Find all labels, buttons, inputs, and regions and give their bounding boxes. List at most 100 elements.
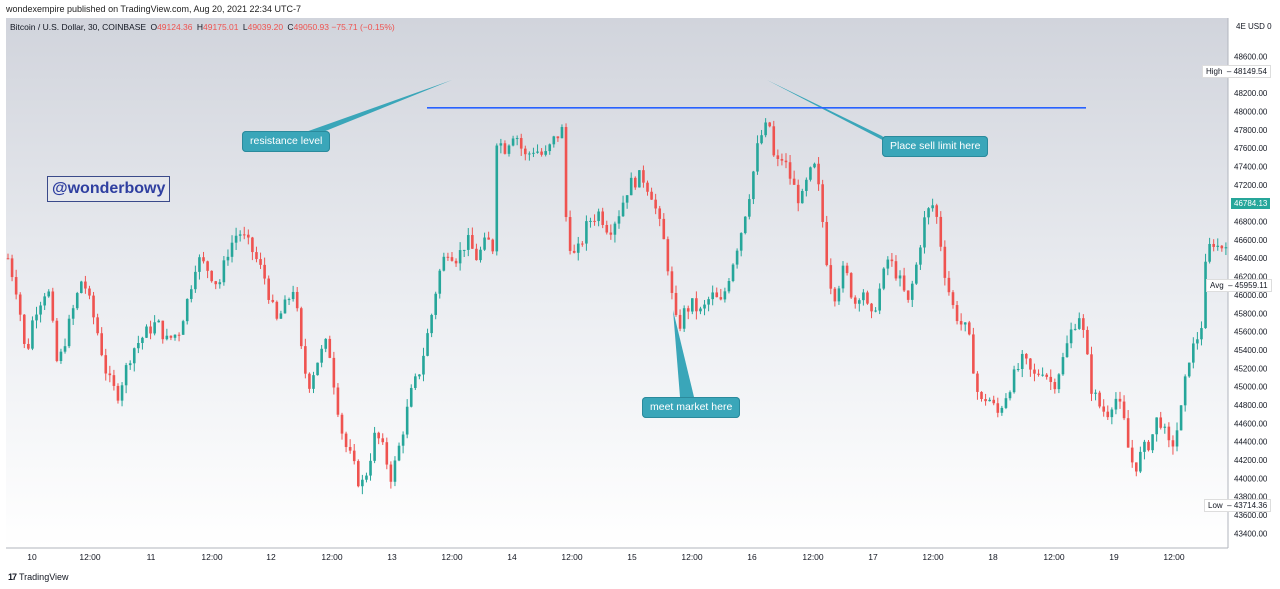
candle-body [137, 342, 140, 349]
candle-body [462, 249, 466, 251]
candle-body [304, 346, 307, 374]
candle-body [251, 237, 254, 253]
time-tick-label: 19 [1109, 552, 1119, 562]
price-tick-label: 47800.00 [1234, 126, 1268, 135]
candle-body [984, 399, 987, 402]
candle-body [1224, 247, 1228, 249]
price-tick-label: 48000.00 [1234, 108, 1268, 117]
candle-body [422, 355, 425, 375]
candle-body [519, 138, 523, 149]
candle-body [271, 299, 275, 302]
low-tag-value: 43714.36 [1233, 501, 1268, 510]
candle-body [1020, 353, 1024, 370]
candle-body [597, 211, 600, 222]
time-tick-label: 12:00 [561, 552, 583, 562]
price-tick-label: 44600.00 [1234, 419, 1268, 428]
candle-body [829, 265, 833, 289]
candle-body [397, 445, 401, 461]
candle-body [617, 216, 621, 224]
candle-body [283, 299, 287, 314]
candle-body [870, 303, 873, 312]
avg-tag-value: 45959.11 [1234, 281, 1268, 290]
candle-body [10, 258, 14, 278]
candle-body [475, 248, 478, 261]
candle-body [878, 288, 881, 311]
candle-body [972, 334, 975, 374]
close-value: 49050.93 [293, 22, 330, 32]
candle-body [1126, 418, 1130, 448]
price-tick-label: 45600.00 [1234, 328, 1268, 337]
sell-limit-callout[interactable]: Place sell limit here [882, 136, 989, 157]
candle-body [678, 314, 682, 329]
candle-body [890, 259, 894, 262]
candle-body [6, 258, 10, 260]
time-tick-label: 14 [507, 552, 517, 562]
resistance-callout[interactable]: resistance level [242, 131, 331, 152]
candle-body [853, 297, 857, 304]
time-tick-label: 13 [387, 552, 397, 562]
time-tick-label: 15 [627, 552, 637, 562]
candle-body [22, 314, 26, 344]
candle-body [194, 271, 197, 290]
candle-body [1159, 417, 1163, 428]
candle-body [51, 291, 55, 321]
candle-body [528, 153, 531, 155]
candle-body [556, 136, 560, 139]
last-price-tag: 46784.13 [1231, 198, 1271, 209]
candle-body [198, 257, 201, 272]
time-tick-label: 12:00 [441, 552, 463, 562]
candle-body [88, 288, 91, 296]
time-axis[interactable]: 10 12:00 11 12:00 12 12:00 13 12:00 14 12:00 15 12:… [27, 552, 1185, 562]
candle-body [189, 289, 193, 299]
candle-body [75, 293, 79, 309]
published-header: wondexempire published on TradingView.co… [0, 0, 1280, 18]
candle-body [177, 334, 181, 336]
candle-body [206, 261, 209, 271]
candle-body [589, 220, 592, 222]
candle-body [980, 391, 983, 400]
candle-body [1151, 434, 1154, 451]
meet-market-callout[interactable]: meet market here [642, 397, 741, 418]
price-axis[interactable]: 43400.00 43600.00 43800.00 44000.00 44200.00… [1234, 53, 1268, 539]
candles-layer [6, 118, 1228, 495]
candle-body [263, 264, 266, 279]
candle-body [104, 355, 108, 374]
candle-body [377, 432, 380, 439]
candle-body [202, 257, 205, 262]
candle-body [963, 322, 967, 325]
candle-body [666, 239, 670, 272]
candle-body [1110, 409, 1114, 418]
candle-body [613, 223, 617, 235]
candle-body [401, 434, 405, 446]
candle-body [1049, 376, 1053, 383]
price-tick-label: 43800.00 [1234, 493, 1268, 502]
candle-body [218, 282, 222, 285]
candle-body [80, 281, 83, 294]
tradingview-brand[interactable]: TradingView [19, 572, 69, 582]
candle-body [1061, 357, 1065, 375]
candle-body [1033, 369, 1036, 374]
time-tick-label: 12:00 [1163, 552, 1185, 562]
candle-body [674, 292, 678, 315]
price-tick-label: 48200.00 [1234, 89, 1268, 98]
candle-body [760, 135, 763, 144]
candle-body [1114, 398, 1118, 410]
candle-body [609, 232, 613, 235]
candle-body [650, 191, 653, 200]
candle-body [381, 438, 385, 443]
candle-body [1200, 328, 1203, 340]
time-tick-label: 12:00 [201, 552, 223, 562]
candle-body [214, 281, 218, 285]
price-tick-label: 44200.00 [1234, 456, 1268, 465]
watermark-label: @wonderbowy [47, 176, 171, 202]
price-chart[interactable]: 43400.00 43600.00 43800.00 44000.00 44200.00… [0, 18, 1280, 572]
candle-body [935, 205, 939, 217]
candle-body [295, 291, 299, 309]
candle-body [585, 221, 588, 244]
candle-body [340, 414, 344, 434]
candle-body [947, 277, 951, 293]
candle-body [43, 296, 46, 306]
candle-body [898, 275, 902, 279]
candle-body [222, 260, 226, 283]
price-tick-label: 47400.00 [1234, 163, 1268, 172]
